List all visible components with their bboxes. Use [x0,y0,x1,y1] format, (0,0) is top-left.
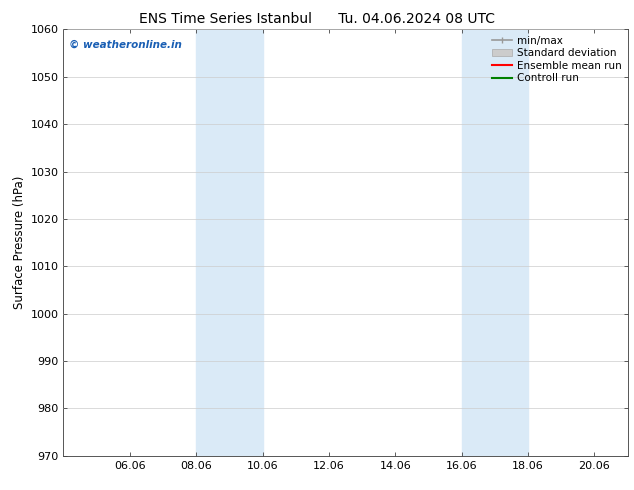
Text: © weatheronline.in: © weatheronline.in [69,40,182,50]
Bar [462,29,528,456]
Legend: min/max, Standard deviation, Ensemble mean run, Controll run: min/max, Standard deviation, Ensemble me… [488,31,626,88]
Y-axis label: Surface Pressure (hPa): Surface Pressure (hPa) [13,176,26,309]
Bar [196,29,262,456]
Text: ENS Time Series Istanbul      Tu. 04.06.2024 08 UTC: ENS Time Series Istanbul Tu. 04.06.2024 … [139,12,495,26]
